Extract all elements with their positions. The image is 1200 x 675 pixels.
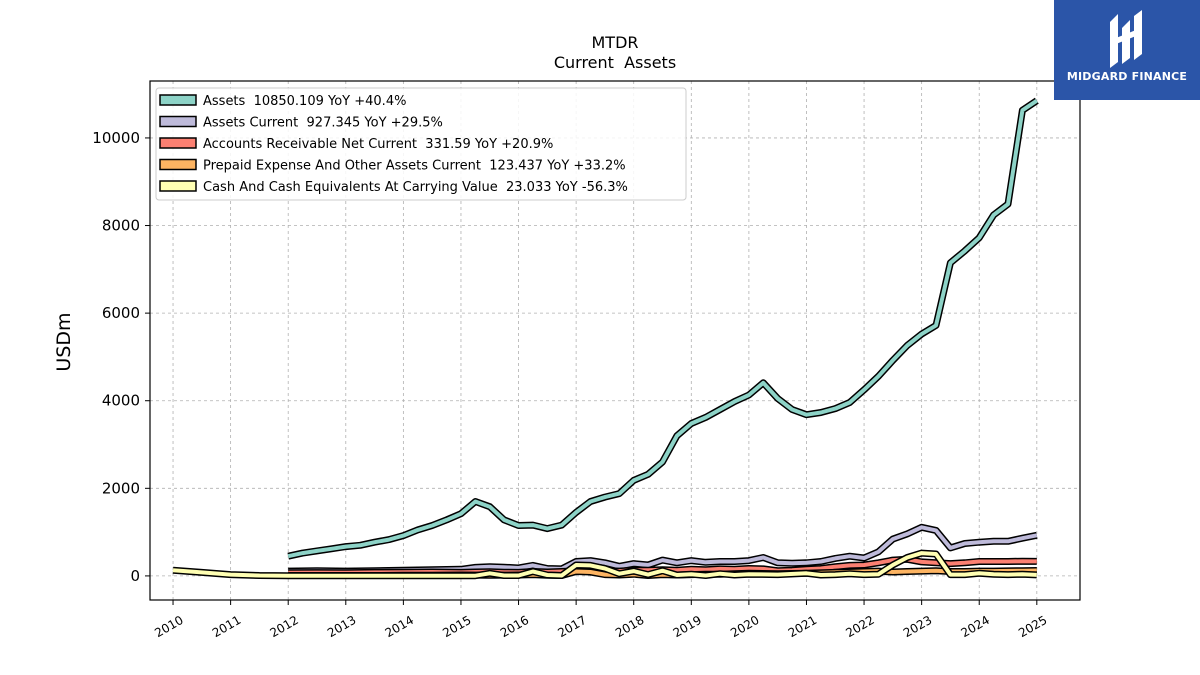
series-line	[172, 551, 1037, 578]
x-tick-label: 2020	[728, 613, 761, 640]
x-tick-label: 2021	[786, 613, 819, 640]
legend-frame	[155, 87, 687, 201]
legend-swatch	[159, 158, 197, 171]
legend-item: Cash And Cash Equivalents At Carrying Va…	[159, 180, 628, 195]
legend: Assets 10850.109 YoY +40.4% Assets Curren…	[155, 87, 687, 201]
y-tick-label: 0	[130, 567, 140, 585]
legend-label: Assets 10850.109 YoY +40.4%	[203, 94, 406, 109]
midgard-logo-icon	[1110, 10, 1142, 68]
legend-swatch	[159, 94, 197, 106]
chart-subtitle: Current Assets	[554, 53, 676, 72]
x-tick-label: 2013	[325, 613, 358, 640]
legend-item: Prepaid Expense And Other Assets Current…	[159, 158, 626, 174]
series-line	[287, 99, 1038, 559]
brand-logo: MIDGARD FINANCE	[1054, 0, 1200, 100]
x-tick-label: 2016	[498, 613, 531, 640]
series-0	[287, 97, 1039, 560]
legend-label: Prepaid Expense And Other Assets Current…	[203, 159, 626, 174]
x-tick-label: 2017	[555, 613, 588, 640]
legend-label: Cash And Cash Equivalents At Carrying Va…	[203, 180, 628, 195]
x-tick-label: 2019	[671, 613, 704, 640]
series-lines	[172, 97, 1039, 580]
x-tick-label: 2022	[843, 613, 876, 640]
y-axis-label: USDm	[53, 312, 75, 371]
y-tick-label: 6000	[102, 304, 140, 322]
series-1	[288, 523, 1038, 575]
series-4	[172, 549, 1037, 580]
legend-swatch	[159, 180, 197, 192]
x-tick-label: 2015	[440, 613, 473, 640]
chart-title: MTDR	[591, 33, 638, 52]
x-tick-label: 2012	[267, 613, 300, 640]
x-tick-label: 2023	[901, 613, 934, 640]
legend-swatch	[159, 115, 197, 128]
legend-item: Assets 10850.109 YoY +40.4%	[159, 94, 406, 109]
legend-item: Accounts Receivable Net Current 331.59 Y…	[159, 137, 553, 152]
x-tick-label: 2014	[383, 613, 416, 640]
x-tick-label: 2018	[613, 613, 646, 640]
x-tick-label: 2025	[1016, 613, 1049, 640]
x-tick-label: 2011	[210, 613, 243, 640]
x-tick-label: 2024	[958, 613, 991, 640]
legend-label: Assets Current 927.345 YoY +29.5%	[203, 116, 443, 131]
y-tick-label: 4000	[102, 392, 140, 410]
brand-name: MIDGARD FINANCE	[1066, 70, 1188, 83]
y-tick-label: 8000	[102, 217, 140, 235]
y-tick-label: 10000	[92, 129, 140, 147]
series-line	[288, 525, 1038, 574]
x-tick-label: 2010	[152, 613, 185, 640]
legend-label: Accounts Receivable Net Current 331.59 Y…	[203, 137, 553, 152]
legend-swatch	[159, 137, 197, 149]
y-tick-label: 2000	[102, 479, 140, 497]
plot-area-frame	[149, 80, 1081, 601]
legend-item: Assets Current 927.345 YoY +29.5%	[159, 115, 443, 131]
